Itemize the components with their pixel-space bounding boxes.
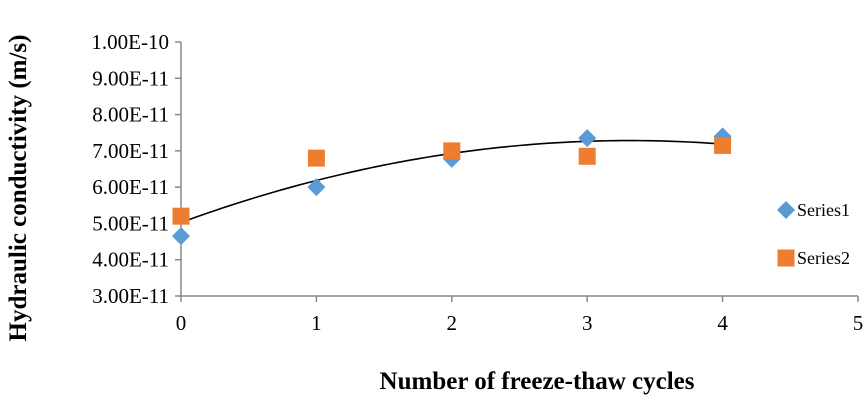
series1-point (307, 178, 326, 197)
x-tick-label: 1 (311, 311, 322, 335)
y-tick-label: 1.00E-10 (91, 30, 169, 54)
series2-point (443, 142, 461, 160)
legend-marker-series1 (777, 201, 795, 219)
x-tick-label: 3 (582, 311, 593, 335)
y-tick-label: 6.00E-11 (92, 175, 169, 199)
series2-point (172, 207, 190, 225)
legend: Series1 Series2 (777, 200, 850, 268)
y-axis-title: Hydraulic conductivity (m/s) (5, 35, 32, 342)
x-tick-label: 0 (176, 311, 187, 335)
y-tick-label: 9.00E-11 (92, 66, 169, 90)
x-tick-label: 4 (717, 311, 728, 335)
legend-label-series2: Series2 (797, 248, 850, 268)
y-tick-label: 5.00E-11 (92, 211, 169, 235)
y-tick-label: 4.00E-11 (92, 248, 169, 272)
legend-marker-series2 (777, 249, 795, 267)
x-axis-title: Number of freeze-thaw cycles (380, 368, 695, 395)
x-tick-label: 2 (447, 311, 458, 335)
y-tick-label: 3.00E-11 (92, 284, 169, 308)
series2-point (307, 149, 325, 167)
series1-point (172, 227, 190, 246)
axes: 3.00E-11 4.00E-11 5.00E-11 6.00E-11 7.00E-11… (91, 30, 863, 335)
series1-point (578, 129, 597, 148)
y-tick-label: 7.00E-11 (92, 139, 169, 163)
series2-point (714, 136, 732, 154)
y-ticks: 3.00E-11 4.00E-11 5.00E-11 6.00E-11 7.00E-11… (91, 30, 181, 308)
x-ticks: 0 1 2 3 4 5 (176, 296, 864, 335)
series2-point (578, 147, 596, 165)
y-tick-label: 8.00E-11 (92, 103, 169, 127)
x-tick-label: 5 (853, 311, 864, 335)
markers (172, 127, 732, 246)
legend-label-series1: Series1 (797, 200, 850, 220)
